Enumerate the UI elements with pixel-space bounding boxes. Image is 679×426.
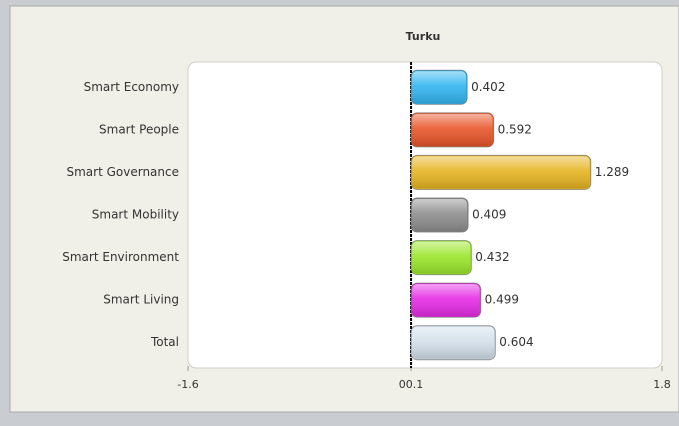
y-tick-label: Smart Living (103, 293, 179, 307)
value-label: 0.409 (472, 208, 506, 222)
value-label: 0.499 (485, 293, 519, 307)
value-label: 0.402 (471, 80, 505, 94)
y-tick-label: Smart People (99, 122, 179, 136)
bar-shine (412, 113, 493, 146)
x-tick-label: -1.6 (177, 378, 198, 391)
x-tick-label: 1.8 (653, 378, 671, 391)
value-label: 1.289 (595, 165, 629, 179)
bar-shine (412, 241, 471, 274)
bar-shine (412, 199, 468, 231)
value-label: 0.592 (498, 122, 532, 136)
y-tick-label: Smart Governance (66, 165, 179, 179)
value-label: 0.604 (499, 335, 533, 349)
y-tick-label: Total (150, 335, 179, 349)
value-label: 0.432 (475, 250, 509, 264)
y-tick-label: Smart Environment (62, 250, 179, 264)
bar-shine (412, 326, 495, 359)
bar-shine (412, 71, 467, 104)
y-tick-label: Smart Mobility (92, 208, 179, 222)
x-tick-label: 00.1 (399, 378, 424, 391)
bar-shine (412, 284, 480, 317)
y-tick-label: Smart Economy (84, 80, 179, 94)
bar-shine (412, 156, 590, 189)
chart-title: Turku (406, 30, 441, 43)
